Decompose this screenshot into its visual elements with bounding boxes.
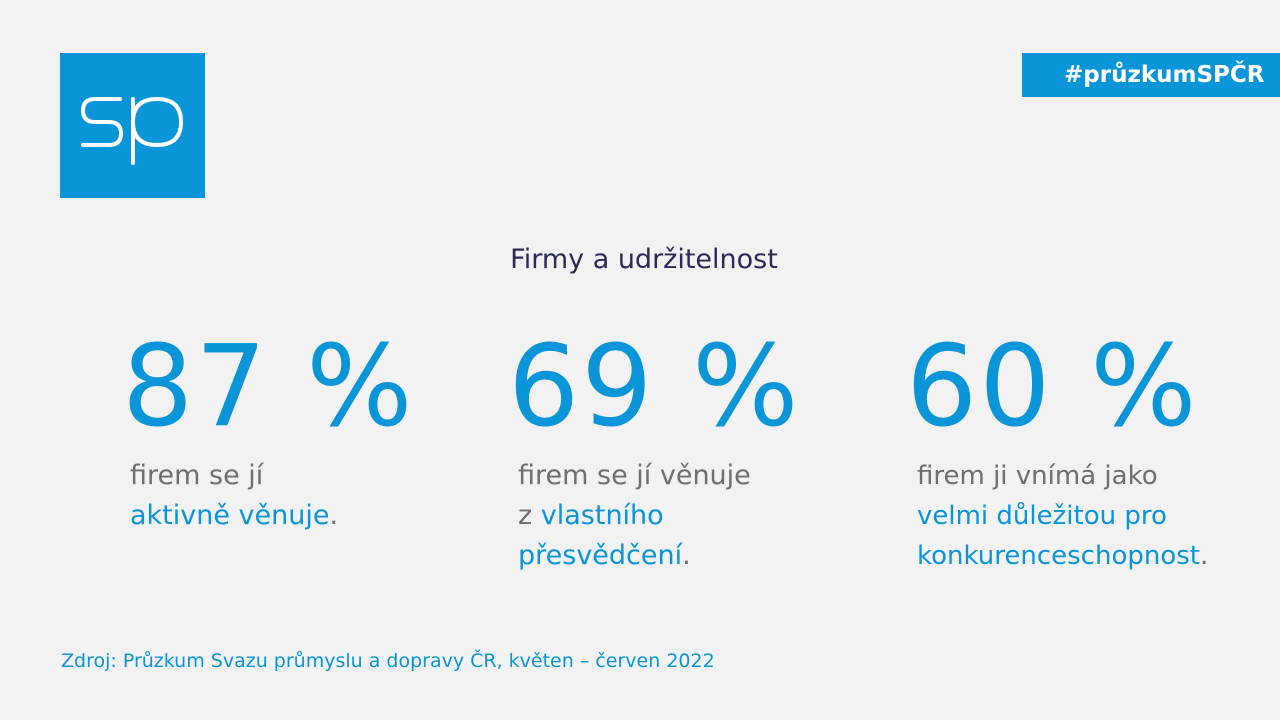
sp-logo-mark xyxy=(81,96,184,165)
stat-description-line: přesvědčení. xyxy=(518,536,801,576)
highlight-text: vlastního xyxy=(540,500,664,531)
stat-description-line: firem se jí věnuje xyxy=(518,456,801,496)
stat-value: 60 % xyxy=(906,322,1199,452)
stat-description: firem ji vnímá jako velmi důležitou pro ko… xyxy=(906,456,1208,576)
hashtag-badge: #průzkumSPČR xyxy=(1022,53,1280,97)
stat-description: firem se jí věnuje z vlastního přesvědčení… xyxy=(508,456,801,576)
stat-block: 60 % firem ji vnímá jako velmi důležitou … xyxy=(906,322,1208,576)
plain-text: firem ji vnímá jako xyxy=(917,461,1158,491)
stat-description-line: z vlastního xyxy=(518,496,801,536)
source-note: Zdroj: Průzkum Svazu průmyslu a dopravy … xyxy=(61,650,715,672)
highlight-text: velmi důležitou pro xyxy=(917,501,1167,531)
highlight-text: konkurenceschopnost xyxy=(917,541,1200,571)
stat-description-line: velmi důležitou pro xyxy=(917,496,1208,536)
highlight-text: aktivně věnuje xyxy=(130,500,330,531)
stat-description-line: firem se jí xyxy=(130,456,415,496)
stat-value: 87 % xyxy=(122,322,415,452)
stat-description-line: konkurenceschopnost. xyxy=(917,536,1208,576)
highlight-text: přesvědčení xyxy=(518,540,683,571)
stat-value: 69 % xyxy=(508,322,801,452)
stat-block: 87 % firem se jí aktivně věnuje. xyxy=(122,322,415,536)
page-title: Firmy a udržitelnost xyxy=(510,244,778,275)
plain-text: z xyxy=(518,500,541,531)
plain-text: firem se jí věnuje xyxy=(518,460,751,491)
stat-description-line: firem ji vnímá jako xyxy=(917,456,1208,496)
plain-text: firem se jí xyxy=(130,460,264,491)
plain-text: . xyxy=(682,540,691,571)
plain-text: . xyxy=(1200,541,1209,571)
plain-text: . xyxy=(329,500,339,531)
stat-block: 69 % firem se jí věnuje z vlastního přesvě… xyxy=(508,322,801,576)
stat-description: firem se jí aktivně věnuje. xyxy=(122,456,415,536)
stat-description-line: aktivně věnuje. xyxy=(130,496,415,536)
sp-logo xyxy=(60,53,205,198)
